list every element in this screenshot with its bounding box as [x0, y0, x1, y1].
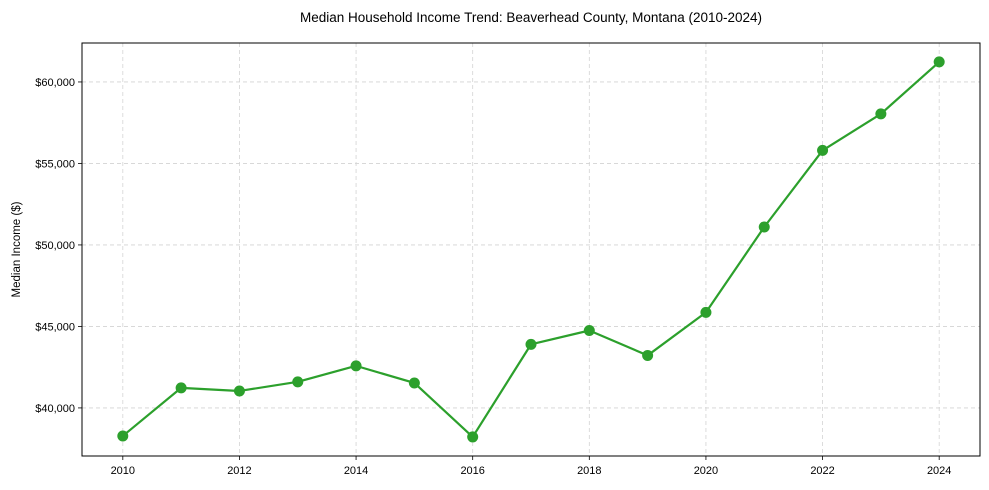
data-point-marker: [292, 376, 304, 388]
data-point-marker: [350, 360, 362, 372]
y-tick-label: $55,000: [35, 158, 75, 170]
x-tick-label: 2018: [577, 465, 601, 477]
x-tick-label: 2014: [344, 465, 368, 477]
x-tick-label: 2024: [927, 465, 951, 477]
data-point-marker: [467, 431, 479, 443]
data-point-marker: [875, 108, 887, 120]
y-axis-label: Median Income ($): [11, 201, 23, 297]
y-tick-label: $45,000: [35, 321, 75, 333]
y-tick-label: $50,000: [35, 240, 75, 252]
grid-lines: [82, 43, 980, 456]
data-point-marker: [525, 338, 537, 350]
y-axis: $40,000 $45,000 $50,000 $55,000 $60,000: [35, 77, 82, 415]
data-point-marker: [933, 56, 945, 68]
data-point-marker: [583, 325, 595, 337]
x-axis: 2010 2012 2014 2016 2018 2020 2022 2024: [111, 456, 951, 477]
data-point-marker: [642, 349, 654, 361]
data-point-marker: [117, 430, 129, 442]
income-line: [122, 61, 940, 439]
x-tick-label: 2020: [694, 465, 718, 477]
data-point-marker: [408, 377, 420, 389]
series-line: [117, 56, 945, 443]
x-tick-label: 2012: [227, 465, 251, 477]
data-point-marker: [233, 385, 245, 397]
data-point-marker: [817, 144, 829, 156]
chart-title: Median Household Income Trend: Beaverhea…: [300, 10, 762, 25]
plot-area-frame: [81, 42, 981, 457]
x-tick-label: 2010: [111, 465, 135, 477]
x-tick-label: 2022: [810, 465, 834, 477]
x-tick-label: 2016: [460, 465, 484, 477]
y-tick-label: $60,000: [35, 77, 75, 89]
data-point-marker: [175, 382, 187, 394]
data-point-marker: [700, 306, 712, 318]
y-tick-label: $40,000: [35, 403, 75, 415]
data-point-marker: [758, 221, 770, 233]
